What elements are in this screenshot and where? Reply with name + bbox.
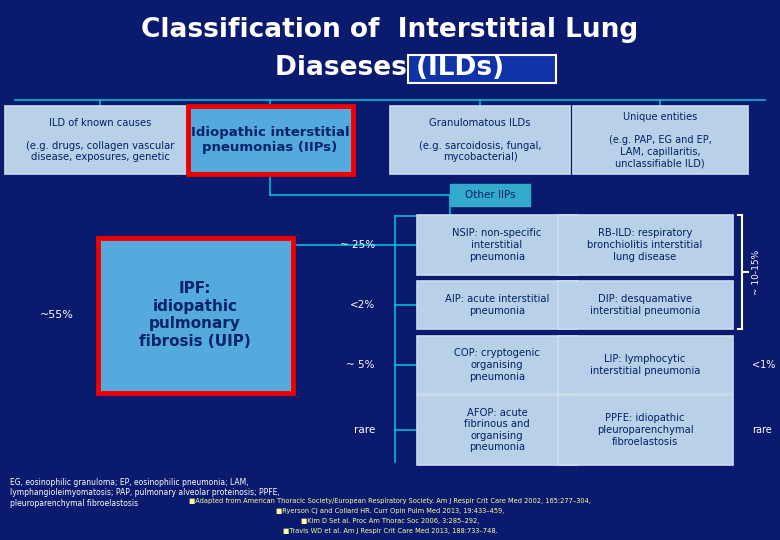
Text: COP: cryptogenic
organising
pneumonia: COP: cryptogenic organising pneumonia [454,348,540,382]
Text: ~ 5%: ~ 5% [346,360,375,370]
Text: ■Adapted from American Thoracic Society/European Respiratory Society. Am J Respi: ■Adapted from American Thoracic Society/… [189,498,591,504]
FancyBboxPatch shape [558,395,732,465]
Text: ILD of known causes

(e.g. drugs, collagen vascular
disease, exposures, genetic: ILD of known causes (e.g. drugs, collage… [26,118,174,163]
FancyBboxPatch shape [187,106,353,174]
FancyBboxPatch shape [558,336,732,394]
Text: Other IIPs: Other IIPs [465,190,516,200]
FancyBboxPatch shape [573,106,747,174]
FancyBboxPatch shape [408,55,556,83]
FancyBboxPatch shape [98,238,292,393]
FancyBboxPatch shape [417,395,577,465]
Text: Idiopathic interstitial
pneumonias (IIPs): Idiopathic interstitial pneumonias (IIPs… [190,126,349,154]
Text: LIP: lymphocytic
interstitial pneumonia: LIP: lymphocytic interstitial pneumonia [590,354,700,376]
Text: Diaseses (ILDs): Diaseses (ILDs) [275,55,505,81]
Text: Classification of  Interstitial Lung: Classification of Interstitial Lung [141,17,639,43]
FancyBboxPatch shape [390,106,570,174]
Text: Unique entities

(e.g. PAP, EG and EP,
LAM, capillaritis,
unclassifiable ILD): Unique entities (e.g. PAP, EG and EP, LA… [608,112,711,168]
Text: DIP: desquamative
interstitial pneumonia: DIP: desquamative interstitial pneumonia [590,294,700,316]
FancyBboxPatch shape [558,281,732,329]
Text: ~55%: ~55% [40,310,74,320]
Text: PPFE: idiopathic
pleuroparenchymal
fibroelastosis: PPFE: idiopathic pleuroparenchymal fibro… [597,414,693,447]
FancyBboxPatch shape [417,281,577,329]
Text: <2%: <2% [349,300,375,310]
Text: ■Travis WD et al. Am J Respir Crit Care Med 2013, 188:733–748.: ■Travis WD et al. Am J Respir Crit Care … [282,528,498,534]
Text: <1%: <1% [752,360,775,370]
Text: NSIP: non-specific
interstitial
pneumonia: NSIP: non-specific interstitial pneumoni… [452,228,541,261]
FancyBboxPatch shape [5,106,195,174]
Text: AFOP: acute
fibrinous and
organising
pneumonia: AFOP: acute fibrinous and organising pne… [464,408,530,453]
FancyBboxPatch shape [417,336,577,394]
FancyBboxPatch shape [417,215,577,275]
Text: Granulomatous ILDs

(e.g. sarcoidosis, fungal,
mycobacterial): Granulomatous ILDs (e.g. sarcoidosis, fu… [419,118,541,163]
Text: EG, eosinophilic granuloma; EP, eosinophilic pneumonia; LAM,
lymphangioleimyomat: EG, eosinophilic granuloma; EP, eosinoph… [10,478,280,508]
Text: RB-ILD: respiratory
bronchiolitis interstitial
lung disease: RB-ILD: respiratory bronchiolitis inters… [587,228,703,261]
Text: ■Kim D Set al. Proc Am Thorac Soc 2006, 3:285–292,: ■Kim D Set al. Proc Am Thorac Soc 2006, … [301,518,479,524]
Text: ■Ryerson CJ and Collard HR. Curr Opin Pulm Med 2013, 19:433–459,: ■Ryerson CJ and Collard HR. Curr Opin Pu… [276,508,504,514]
Text: ~ 25%: ~ 25% [340,240,375,250]
FancyBboxPatch shape [450,184,530,206]
Text: rare: rare [752,425,771,435]
Text: AIP: acute interstitial
pneumonia: AIP: acute interstitial pneumonia [445,294,549,316]
FancyBboxPatch shape [558,215,732,275]
Text: IPF:
idiopathic
pulmonary
fibrosis (UIP): IPF: idiopathic pulmonary fibrosis (UIP) [139,281,251,349]
Text: ~ 10-15%: ~ 10-15% [752,249,761,295]
Text: rare: rare [354,425,375,435]
